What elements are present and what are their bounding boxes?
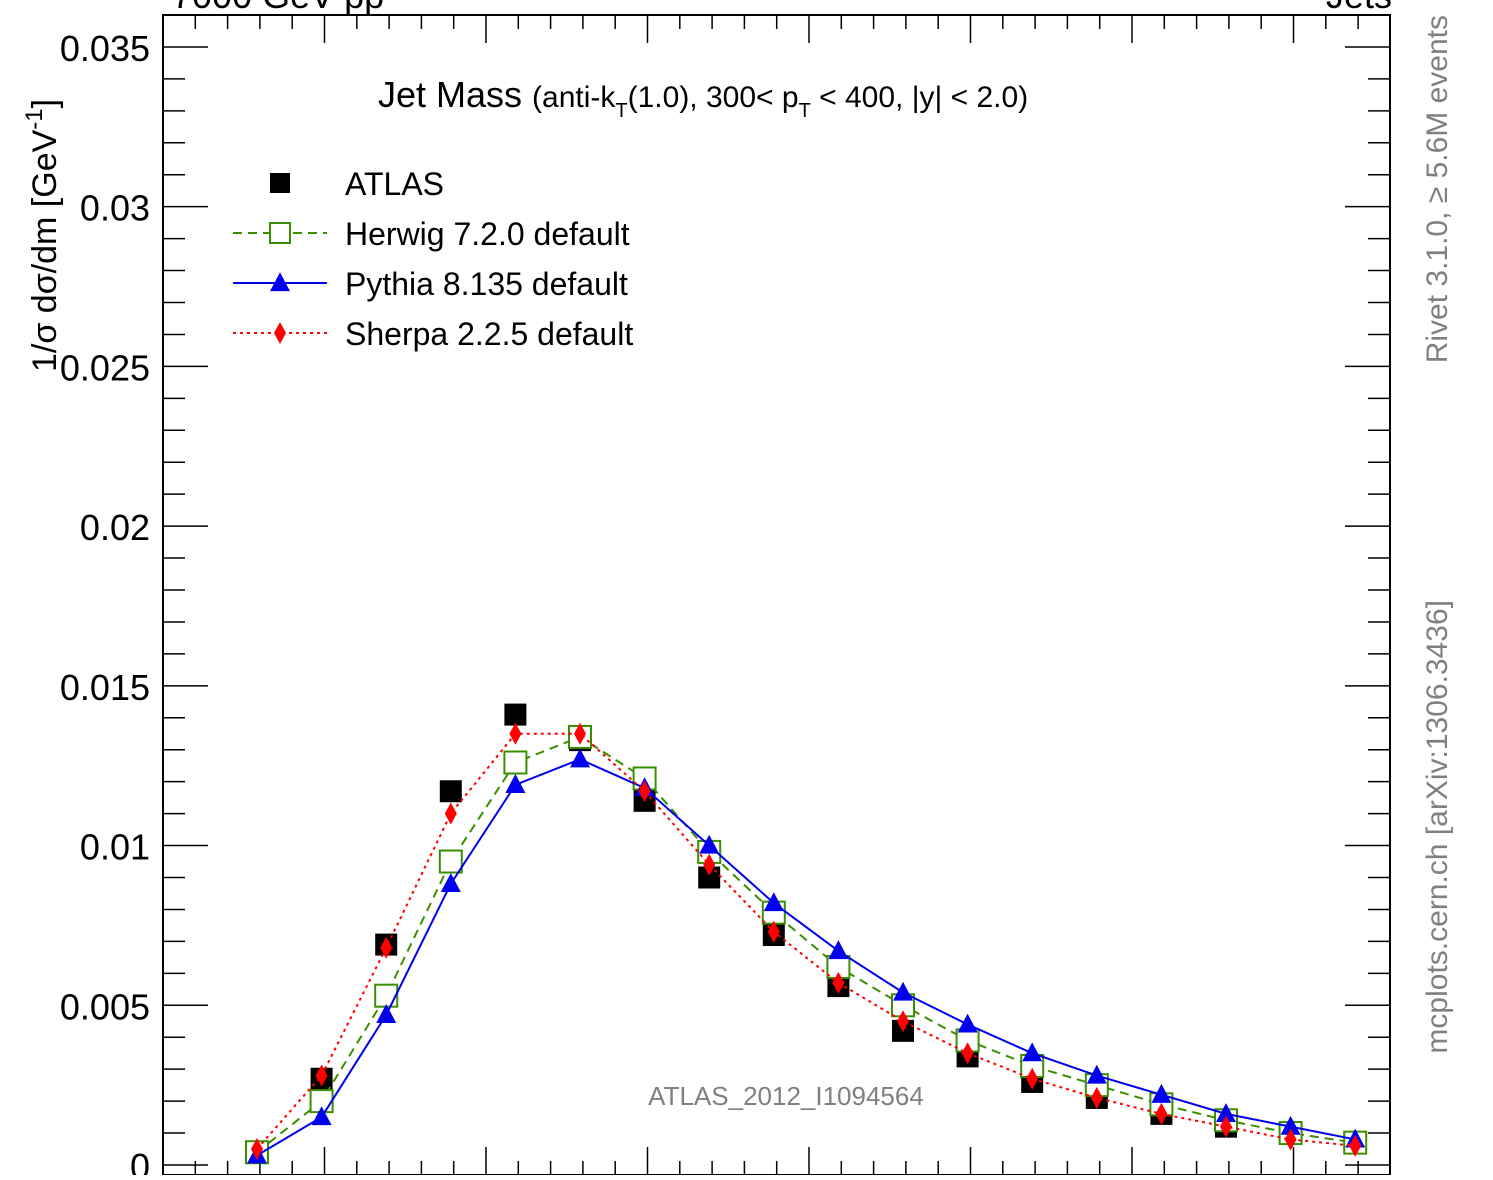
analysis-watermark: ATLAS_2012_I1094564 (648, 1081, 924, 1111)
data-point (374, 983, 399, 1008)
data-point (961, 1042, 974, 1065)
legend-label: Herwig 7.2.0 default (345, 216, 630, 252)
series-line (256, 732, 1356, 1150)
data-point (509, 722, 522, 745)
data-point (570, 748, 590, 768)
data-point (315, 1064, 328, 1087)
data-point (698, 866, 721, 889)
legend-entry: Pythia 8.135 default (233, 266, 628, 302)
y-tick-label: 0.035 (60, 28, 150, 69)
y-tick-label: 0.005 (60, 986, 150, 1027)
series-line (256, 758, 1356, 1157)
data-point (574, 722, 586, 745)
y-axis-label: 1/σ dσ/dm [GeV-1] (21, 99, 64, 372)
data-point (376, 1004, 397, 1023)
data-point (440, 873, 461, 892)
y-tick-label: 0 (130, 1146, 150, 1175)
legend: ATLAS Herwig 7.2.0 default Pythia 8.135 de… (233, 166, 633, 352)
data-point (1216, 1103, 1236, 1122)
data-point (897, 1010, 909, 1033)
y-tick-label: 0.015 (60, 667, 150, 708)
legend-marker (269, 222, 291, 244)
series-sherpa (251, 722, 1362, 1161)
data-point (311, 1106, 332, 1126)
y-tick-label: 0.02 (80, 507, 150, 548)
data-point (1220, 1115, 1232, 1138)
series-layer (245, 703, 1368, 1165)
data-point (503, 750, 528, 775)
data-point (1022, 1042, 1043, 1062)
data-point (1090, 1086, 1103, 1109)
data-point (444, 802, 457, 825)
legend-entry: Herwig 7.2.0 default (233, 216, 630, 252)
data-point (957, 1013, 978, 1033)
header-right: Jets (1326, 0, 1392, 16)
data-point (439, 780, 462, 803)
legend-label: Sherpa 2.2.5 default (345, 316, 633, 352)
data-point (1155, 1102, 1168, 1125)
rivet-version-label: Rivet 3.1.0, ≥ 5.6M events (1421, 15, 1454, 363)
mcplots-reference-label: mcplots.cern.ch [arXiv:1306.3436] (1421, 600, 1454, 1054)
data-point (1151, 1083, 1172, 1103)
data-point (504, 703, 527, 726)
data-point (767, 920, 780, 943)
header-left: 7000 GeV pp (172, 0, 384, 16)
data-point (1280, 1115, 1301, 1135)
y-tick-label: 0.01 (80, 827, 150, 868)
data-point (832, 971, 845, 994)
series-line (256, 735, 1356, 1154)
legend-label: Pythia 8.135 default (345, 266, 628, 302)
legend-entry: Sherpa 2.2.5 default (233, 316, 633, 352)
data-point (703, 853, 716, 876)
data-point (1026, 1067, 1039, 1090)
legend-marker (270, 173, 290, 193)
legend-marker (274, 322, 286, 344)
data-point (505, 774, 526, 793)
y-tick-label: 0.03 (80, 188, 150, 229)
data-point (1086, 1064, 1107, 1084)
data-point (438, 849, 463, 874)
data-point (380, 936, 393, 959)
y-tick-label: 0.025 (60, 347, 150, 388)
chart-title: Jet Mass (anti-kT(1.0), 300< pT < 400, |y… (378, 74, 1028, 122)
data-point (893, 981, 913, 1001)
y-axis-tick-labels: 0 0.005 0.01 0.015 0.02 0.025 0.03 0.035 (60, 28, 150, 1180)
data-point (1284, 1128, 1297, 1151)
data-point (763, 892, 784, 912)
data-point (699, 834, 720, 854)
legend-marker (270, 272, 290, 292)
data-point (1349, 1134, 1362, 1157)
y-axis-ticks (163, 14, 1390, 1166)
data-point (251, 1138, 263, 1161)
series-pythia (247, 748, 1366, 1164)
data-point (638, 780, 651, 803)
legend-entry: ATLAS (270, 166, 444, 202)
legend-label: ATLAS (345, 166, 444, 202)
x-axis-ticks (194, 15, 1359, 1175)
data-point (828, 940, 849, 960)
